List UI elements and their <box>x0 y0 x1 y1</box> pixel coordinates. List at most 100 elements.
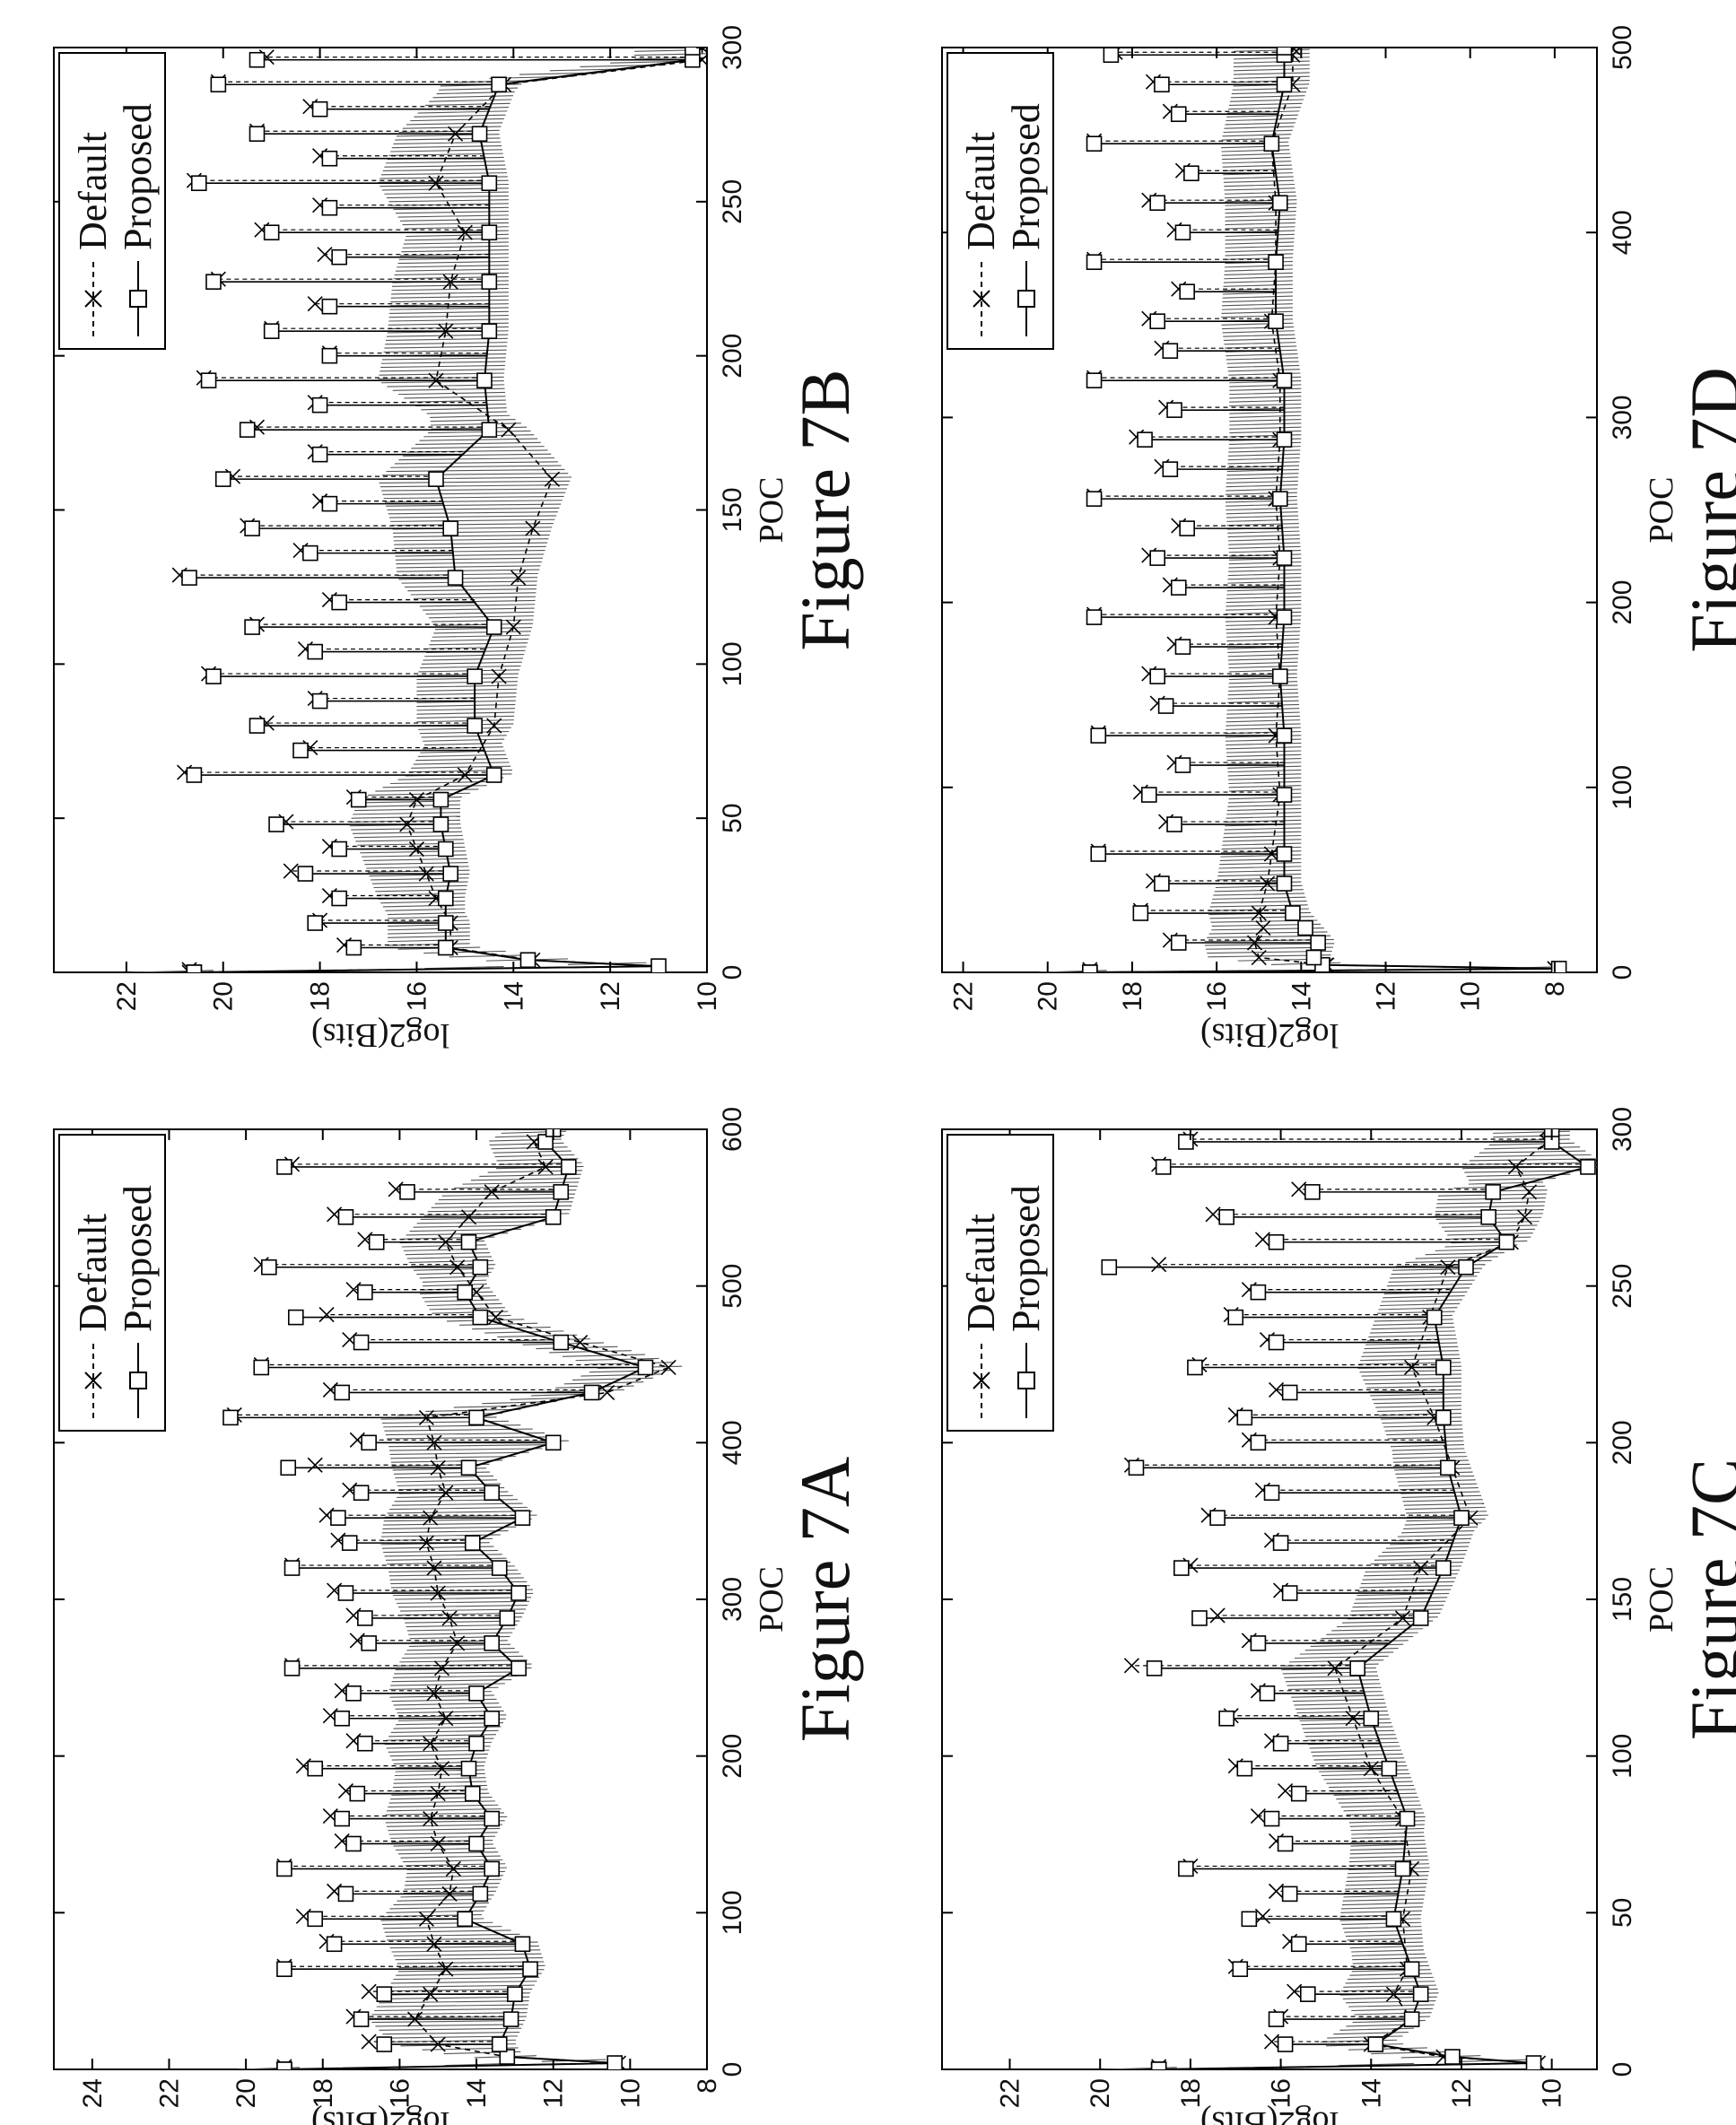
proposed-spike-marker <box>263 323 280 339</box>
figure-7c-panel: 0 50 100 150 200 250 300 10 12 14 16 18 20 22 POC log… <box>941 1107 1736 2125</box>
proposed-point <box>472 1258 489 1276</box>
oscillation-stroke <box>1292 1698 1385 1703</box>
oscillation-stroke <box>1447 1232 1533 1236</box>
plot-area <box>1101 1129 1597 2069</box>
oscillation-stroke <box>1341 1906 1423 1910</box>
figure-7d-y-axis-label: log2(Bits) <box>1200 1016 1339 1054</box>
default-point <box>491 668 507 684</box>
oscillation-stroke <box>1344 1929 1423 1933</box>
figure-7b-panel: 0 50 100 150 200 250 300 10 12 14 16 18 20 22 POC log… <box>53 25 864 1054</box>
oscillation-stroke <box>383 349 507 353</box>
y-tick-label: 14 <box>499 981 528 1011</box>
oscillation-stroke <box>1342 1926 1422 1929</box>
default-point <box>1363 1761 1379 1777</box>
oscillation-stroke <box>406 122 503 126</box>
oscillation-stroke <box>1407 1514 1488 1518</box>
oscillation-stroke <box>397 1961 545 1964</box>
y-tick-label: 12 <box>1372 981 1401 1011</box>
default-point <box>1385 1986 1402 2002</box>
oscillation-stroke <box>1352 1957 1426 1961</box>
proposed-spike-marker <box>337 1585 354 1601</box>
proposed-spike-marker <box>353 2011 370 2027</box>
oscillation-stroke <box>1224 276 1293 280</box>
proposed-spike-marker <box>239 422 256 438</box>
oscillation-stroke <box>383 1518 532 1522</box>
oscillation-stroke <box>1227 577 1302 580</box>
oscillation-stroke <box>1233 60 1310 64</box>
proposed-point <box>1285 905 1301 921</box>
proposed-point <box>468 1735 484 1752</box>
oscillation-stroke <box>388 1984 535 1988</box>
default-spike-marker <box>317 247 333 263</box>
oscillation-stroke <box>1222 161 1292 164</box>
oscillation-stroke <box>1226 592 1302 596</box>
oscillation-stroke <box>1304 1729 1395 1734</box>
figure-7a-y-axis-label: log2(Bits) <box>311 2104 449 2125</box>
oscillation-stroke <box>1225 819 1302 823</box>
oscillation-stroke <box>1226 812 1302 815</box>
default-point <box>418 866 434 882</box>
oscillation-stroke <box>355 839 464 842</box>
proposed-point <box>442 520 458 536</box>
oscillation-stroke <box>388 1804 499 1807</box>
proposed-spike-marker <box>321 495 338 512</box>
oscillation-stroke <box>375 2024 524 2027</box>
oscillation-stroke <box>425 102 510 106</box>
oscillation-stroke <box>393 1953 542 1956</box>
oscillation-stroke <box>1224 126 1295 129</box>
oscillation-stroke <box>416 715 515 719</box>
figure-7c-legend-default-marker <box>973 1372 990 1389</box>
proposed-point <box>491 2036 508 2052</box>
proposed-spike-marker <box>1299 1986 1316 2002</box>
proposed-point <box>519 952 537 969</box>
oscillation-stroke <box>406 449 548 453</box>
oscillation-stroke <box>416 708 515 711</box>
proposed-point <box>447 570 464 586</box>
oscillation-stroke <box>1323 1777 1411 1781</box>
oscillation-stroke <box>423 950 506 954</box>
oscillation-stroke <box>1327 2035 1403 2039</box>
proposed-spike-marker <box>311 100 328 118</box>
default-spike-marker <box>1268 1381 1285 1398</box>
oscillation-stroke <box>1226 758 1302 762</box>
oscillation-stroke <box>1348 2047 1427 2051</box>
proposed-point <box>432 816 449 832</box>
oscillation-stroke <box>394 545 546 550</box>
proposed-point <box>457 1284 474 1301</box>
oscillation-stroke <box>385 342 508 345</box>
proposed-point <box>522 1961 538 1978</box>
proposed-spike-marker <box>249 126 266 143</box>
oscillation-stroke <box>1233 68 1310 72</box>
proposed-point <box>637 1359 654 1376</box>
proposed-spike-marker <box>1183 165 1199 182</box>
oscillation-stroke <box>398 257 509 260</box>
proposed-spike-marker <box>1174 639 1191 655</box>
oscillation-stroke <box>388 511 558 515</box>
oscillation-stroke <box>430 418 516 422</box>
oscillation-stroke <box>1363 1377 1461 1381</box>
oscillation-stroke <box>414 114 506 118</box>
oscillation-stroke <box>1226 607 1302 611</box>
proposed-spike-marker <box>1086 372 1103 388</box>
default-point <box>572 1334 589 1351</box>
oscillation-stroke <box>386 1910 484 1913</box>
proposed-point <box>437 915 454 931</box>
proposed-spike-marker <box>1090 727 1107 744</box>
proposed-point <box>1276 875 1293 892</box>
proposed-spike-marker <box>1263 1810 1280 1827</box>
proposed-point <box>1412 1986 1429 2002</box>
proposed-point <box>1525 2055 1542 2069</box>
default-point <box>408 840 425 858</box>
oscillation-stroke <box>420 665 521 669</box>
oscillation-stroke <box>1295 1706 1387 1710</box>
oscillation-stroke <box>422 746 503 750</box>
oscillation-stroke <box>411 765 511 769</box>
oscillation-stroke <box>397 260 509 265</box>
oscillation-stroke <box>362 858 467 861</box>
proposed-point <box>1480 1209 1496 1225</box>
oscillation-stroke <box>1228 569 1302 572</box>
oscillation-stroke <box>1225 241 1295 245</box>
proposed-spike-marker <box>1101 1258 1118 1276</box>
proposed-spike-marker <box>200 372 217 388</box>
oscillation-stroke <box>1365 1381 1461 1385</box>
